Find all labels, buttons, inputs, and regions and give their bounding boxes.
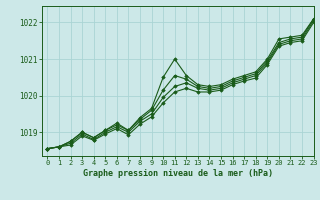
X-axis label: Graphe pression niveau de la mer (hPa): Graphe pression niveau de la mer (hPa) bbox=[83, 169, 273, 178]
